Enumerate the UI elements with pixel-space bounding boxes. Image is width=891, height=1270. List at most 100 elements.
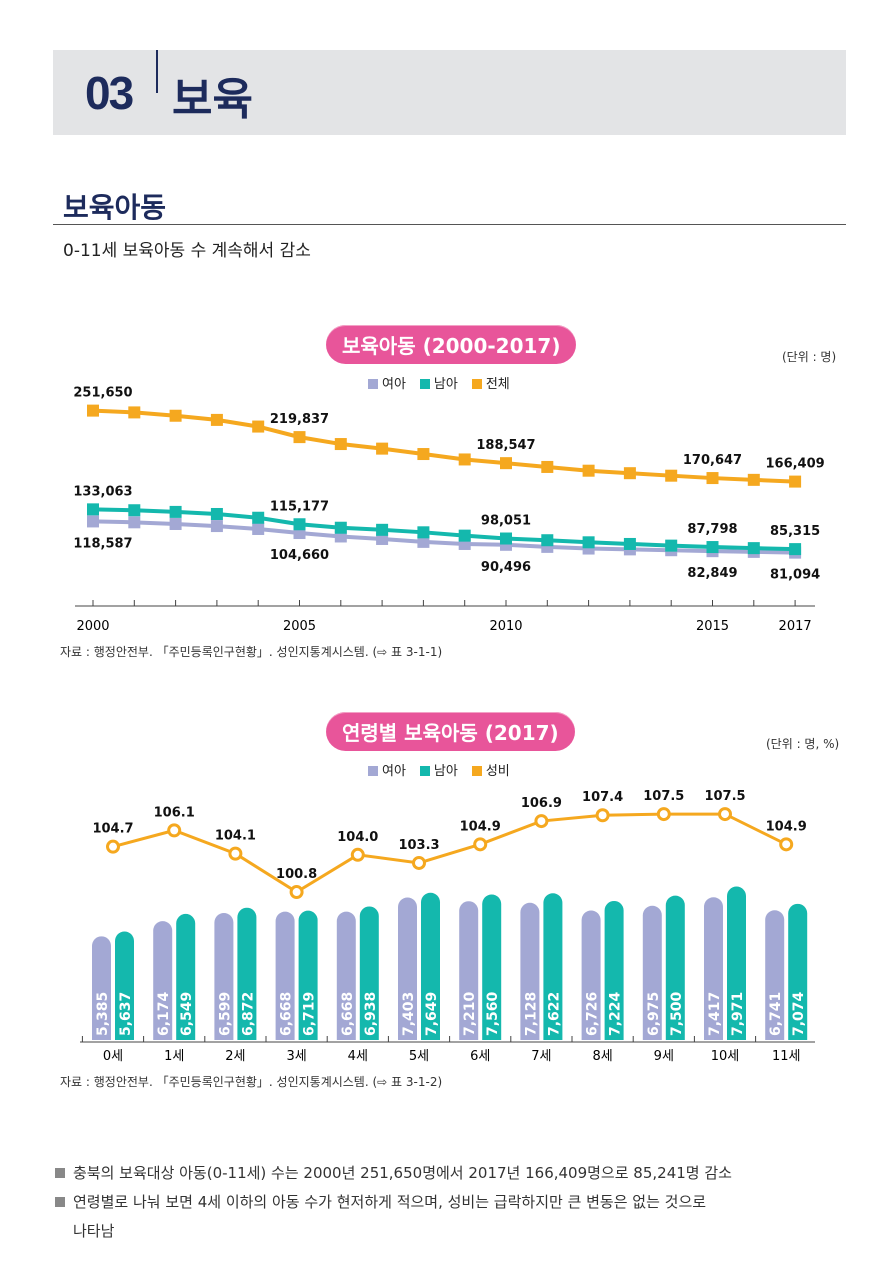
data-label: 115,177 <box>270 499 329 514</box>
section-title: 보육아동 <box>63 191 167 224</box>
sex-ratio-label: 100.8 <box>276 867 317 882</box>
x-tick-label: 6세 <box>470 1049 490 1064</box>
chart2-source: 자료 : 행정안전부. 「주민등록인구현황」. 성인지통계시스템. (⇨ 표 3… <box>60 1075 443 1089</box>
bar-value-label: 6,975 <box>646 992 662 1036</box>
bar-value-label: 7,128 <box>523 992 539 1036</box>
data-point <box>128 504 141 517</box>
x-tick-label: 10세 <box>711 1049 740 1064</box>
x-tick-label: 8세 <box>592 1049 612 1064</box>
sex-ratio-line <box>112 812 787 894</box>
chart1-source: 자료 : 행정안전부. 「주민등록인구현황」. 성인지통계시스템. (⇨ 표 3… <box>60 645 443 659</box>
data-label: 170,647 <box>683 453 742 468</box>
data-point <box>458 453 471 466</box>
data-point <box>582 536 595 549</box>
data-point <box>541 460 554 473</box>
bar-girls <box>275 911 295 1040</box>
sex-ratio-point <box>473 837 488 852</box>
data-label: 98,051 <box>481 514 531 529</box>
bullet-square-icon <box>55 1197 65 1207</box>
bar-value-label: 7,649 <box>424 992 440 1036</box>
data-label: 133,063 <box>73 484 132 499</box>
data-point <box>169 517 182 530</box>
bar-girls <box>336 911 356 1040</box>
data-point <box>210 413 223 426</box>
data-label: 188,547 <box>476 438 535 453</box>
data-label: 104,660 <box>270 548 329 563</box>
chapter-header <box>53 50 846 135</box>
data-label: 85,315 <box>770 524 820 539</box>
section-subtitle: 0-11세 보육아동 수 계속해서 감소 <box>63 241 311 261</box>
bar-boys <box>482 894 502 1040</box>
bar-value-label: 6,741 <box>768 992 784 1036</box>
bar-girls <box>581 910 601 1040</box>
data-point <box>169 505 182 518</box>
data-label: 81,094 <box>770 568 820 583</box>
data-point <box>582 464 595 477</box>
data-point <box>252 420 265 433</box>
bar-girls <box>642 905 662 1040</box>
chart2-title: 연령별 보육아동 (2017) <box>326 712 575 751</box>
bar-value-label: 6,719 <box>302 992 318 1036</box>
data-point <box>665 469 678 482</box>
data-point <box>665 539 678 552</box>
legend-item-boys: 남아 <box>419 760 458 779</box>
sex-ratio-label: 103.3 <box>398 838 439 853</box>
bar-boys <box>727 886 746 1040</box>
sex-ratio-label: 107.4 <box>582 790 623 805</box>
chart1-line-chart: 2000 2005 2010 2015 2017 251,650 219,837 188,54… <box>73 386 824 634</box>
bar-value-label: 6,668 <box>279 992 295 1036</box>
x-tick-label: 2005 <box>283 619 316 634</box>
data-point <box>789 543 802 556</box>
bar-value-label: 7,560 <box>485 991 501 1036</box>
series-line-1 <box>92 507 796 552</box>
bar-value-label: 7,224 <box>608 991 624 1036</box>
series-line-2 <box>92 408 796 484</box>
bar-girls <box>765 910 785 1040</box>
data-point <box>706 472 719 485</box>
data-point <box>706 541 719 554</box>
bar-value-label: 6,599 <box>217 992 233 1036</box>
data-point <box>252 522 265 535</box>
summary-bullets: 충북의 보육대상 아동(0-11세) 수는 2000년 251,650명에서 2… <box>55 1159 850 1246</box>
data-point <box>500 532 512 545</box>
data-label: 251,650 <box>73 386 132 401</box>
sex-ratio-point <box>595 808 610 823</box>
bar-boys <box>237 907 257 1040</box>
legend-item-boys: 남아 <box>419 373 458 392</box>
bar-girls <box>704 897 723 1040</box>
sex-ratio-label: 107.5 <box>643 789 684 804</box>
data-point <box>376 523 389 536</box>
chart2-legend: 여아 남아 성비 <box>368 760 510 779</box>
bar-boys <box>176 913 196 1040</box>
data-point <box>376 532 389 545</box>
sex-ratio-label: 104.9 <box>460 819 501 834</box>
chart2-bar-chart: 0세 1세 2세 3세 4세 5세 6세 7세 8세 9세 10세 11세 5,385 6,174 6,59… <box>80 789 815 1064</box>
chart2-unit: (단위 : 명, %) <box>766 737 840 751</box>
data-point <box>87 404 99 417</box>
sex-ratio-point <box>412 855 426 870</box>
bar-value-label: 6,938 <box>363 992 379 1036</box>
bullet-item-continued: 나타남 <box>73 1222 115 1240</box>
bar-boys <box>604 900 624 1040</box>
data-point <box>541 534 554 547</box>
data-point <box>417 526 430 539</box>
sex-ratio-point <box>167 823 182 838</box>
bar-value-label: 7,403 <box>401 992 417 1036</box>
sex-ratio-label: 106.1 <box>154 805 195 820</box>
x-tick-label: 11세 <box>772 1049 801 1064</box>
data-point <box>293 431 306 444</box>
sex-ratio-point <box>228 846 243 861</box>
series-line-0 <box>92 519 796 555</box>
data-point <box>747 473 760 486</box>
bar-boys <box>788 903 808 1040</box>
sex-ratio-point <box>534 814 549 829</box>
bar-boys <box>421 892 440 1040</box>
bar-value-label: 7,417 <box>707 992 723 1036</box>
bar-value-label: 7,074 <box>791 991 807 1036</box>
x-tick-label: 3세 <box>286 1049 306 1064</box>
sex-ratio-point <box>779 837 794 852</box>
chart1-legend: 여아 남아 전체 <box>368 373 510 392</box>
bar-girls <box>520 902 540 1040</box>
data-point <box>747 542 760 555</box>
bar-boys <box>665 895 685 1040</box>
